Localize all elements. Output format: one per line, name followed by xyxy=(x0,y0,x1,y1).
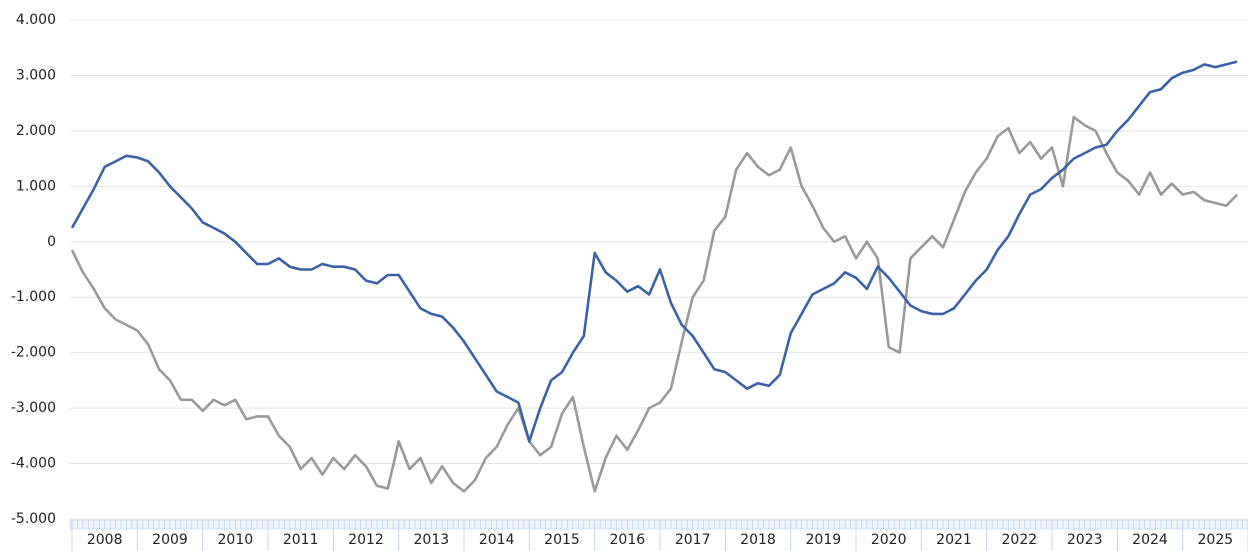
x-tick-label: 2012 xyxy=(348,532,384,548)
y-tick-label: 1.000 xyxy=(16,178,56,194)
x-tick-label: 2025 xyxy=(1198,532,1234,548)
y-tick-label: 3.000 xyxy=(16,67,56,83)
y-tick-label: -3.000 xyxy=(11,400,56,416)
x-tick-label: 2018 xyxy=(740,532,776,548)
x-tick-label: 2011 xyxy=(283,532,319,548)
x-tick-label: 2023 xyxy=(1067,532,1103,548)
data-line xyxy=(70,115,1239,493)
data-line xyxy=(70,60,1238,443)
x-tick-label: 2020 xyxy=(871,532,907,548)
x-tick-label: 2008 xyxy=(87,532,123,548)
y-tick-label: 2.000 xyxy=(16,123,56,139)
y-tick-label: -1.000 xyxy=(11,289,56,305)
x-tick-label: 2010 xyxy=(218,532,254,548)
y-tick-label: -4.000 xyxy=(11,456,56,472)
y-tick-label: 0 xyxy=(47,234,56,250)
x-tick-label: 2024 xyxy=(1132,532,1168,548)
y-tick-label: -5.000 xyxy=(11,511,56,527)
y-tick-label: 4.000 xyxy=(16,12,56,28)
x-tick-label: 2009 xyxy=(152,532,188,548)
x-tick-label: 2022 xyxy=(1002,532,1038,548)
x-tick-label: 2017 xyxy=(675,532,711,548)
x-tick-label: 2021 xyxy=(936,532,972,548)
x-tick-label: 2019 xyxy=(806,532,842,548)
x-tick-label: 2015 xyxy=(544,532,580,548)
x-tick-label: 2013 xyxy=(414,532,450,548)
x-tick-label: 2016 xyxy=(610,532,646,548)
y-tick-label: -2.000 xyxy=(11,345,56,361)
x-axis-band xyxy=(69,519,1248,530)
x-tick-label: 2014 xyxy=(479,532,515,548)
